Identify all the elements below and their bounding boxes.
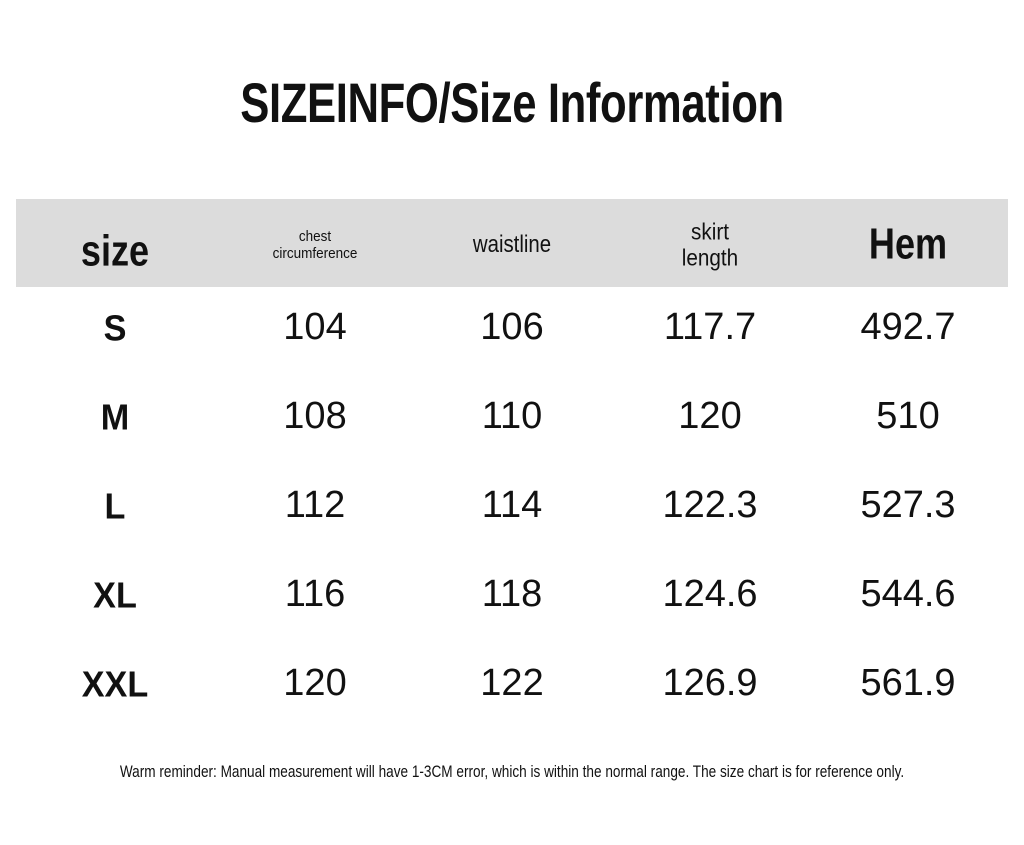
measurement: 104: [283, 306, 347, 349]
measurement: 112: [284, 484, 346, 527]
note: Warm reminder: Manual measurement will h…: [119, 762, 905, 781]
measurement: 544.6: [860, 573, 956, 616]
measurement: 110: [481, 395, 543, 438]
size-label: S: [103, 307, 127, 349]
measurement: 117.7: [663, 306, 757, 349]
header-cell: skirt length: [681, 218, 739, 271]
size-label: XXL: [81, 663, 149, 705]
measurement: 116: [284, 573, 346, 616]
size-label: M: [100, 396, 130, 438]
measurement: 114: [481, 484, 543, 527]
title: SIZEINFO/Size Information: [240, 71, 784, 134]
measurement: 108: [283, 395, 347, 438]
measurement: 120: [283, 662, 347, 705]
size-label: L: [104, 485, 126, 527]
header-band: [16, 199, 1008, 287]
header-cell: size: [80, 226, 150, 276]
header-cell: waistline: [472, 231, 552, 259]
measurement: 118: [481, 573, 543, 616]
measurement: 492.7: [860, 306, 956, 349]
header-cell: Hem: [868, 219, 948, 269]
measurement: 527.3: [860, 484, 956, 527]
measurement: 510: [876, 395, 940, 438]
measurement: 126.9: [662, 662, 758, 705]
measurement: 124.6: [662, 573, 758, 616]
size-label: XL: [93, 574, 137, 616]
measurement: 106: [480, 306, 544, 349]
header-cell: chest circumference: [272, 227, 358, 262]
measurement: 122.3: [662, 484, 758, 527]
measurement: 561.9: [860, 662, 956, 705]
measurement: 122: [480, 662, 544, 705]
measurement: 120: [678, 395, 742, 438]
